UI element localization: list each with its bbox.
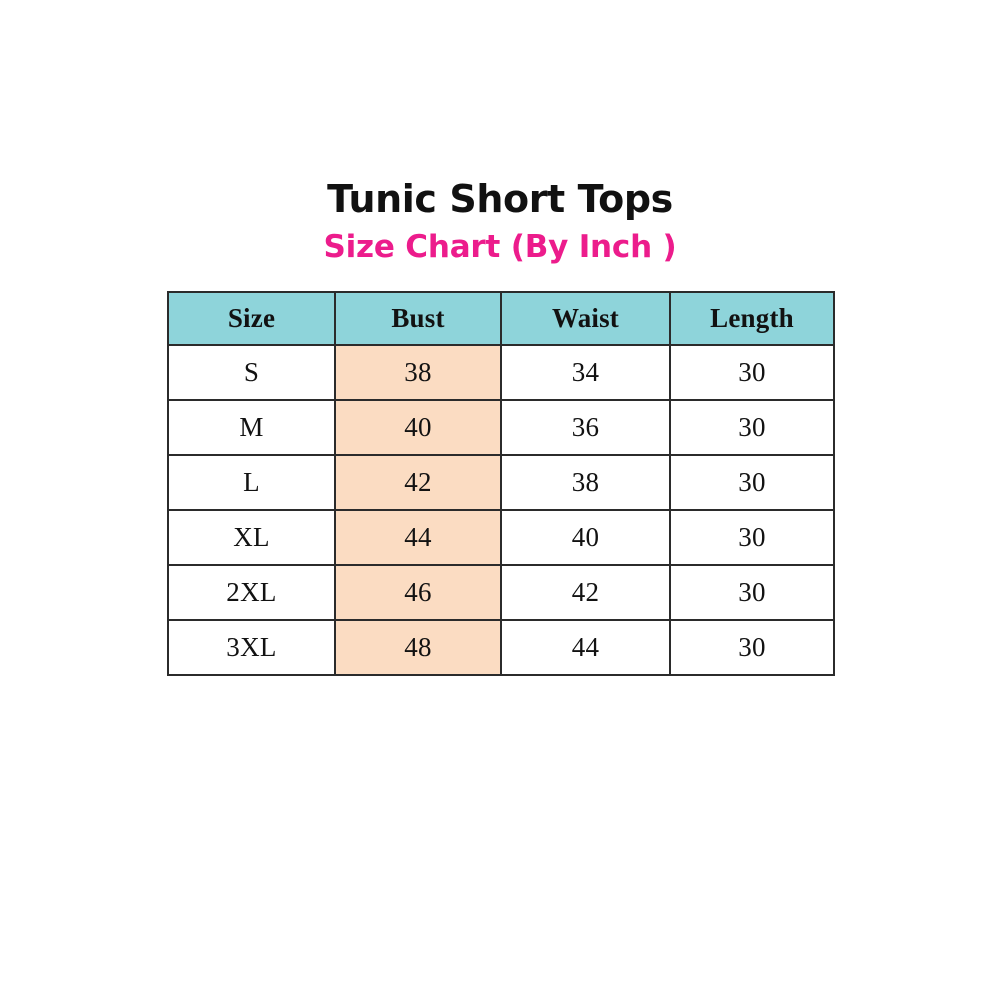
size-table-container: Size Bust Waist Length S 38 34 30 M 40 3… <box>167 291 835 676</box>
cell-length: 30 <box>669 619 835 676</box>
table-header: Size Bust Waist Length <box>167 291 835 346</box>
table-row: L 42 38 30 <box>167 454 835 511</box>
size-chart-table: Size Bust Waist Length S 38 34 30 M 40 3… <box>167 291 835 676</box>
cell-size: S <box>167 344 336 401</box>
column-header-bust: Bust <box>334 291 502 346</box>
cell-size: M <box>167 399 336 456</box>
cell-bust: 40 <box>334 399 502 456</box>
column-header-size: Size <box>167 291 336 346</box>
cell-length: 30 <box>669 454 835 511</box>
cell-length: 30 <box>669 509 835 566</box>
table-row: 3XL 48 44 30 <box>167 619 835 676</box>
cell-length: 30 <box>669 564 835 621</box>
cell-bust: 38 <box>334 344 502 401</box>
table-row: XL 44 40 30 <box>167 509 835 566</box>
cell-waist: 44 <box>500 619 671 676</box>
cell-size: 2XL <box>167 564 336 621</box>
cell-bust: 44 <box>334 509 502 566</box>
cell-waist: 40 <box>500 509 671 566</box>
cell-waist: 38 <box>500 454 671 511</box>
cell-waist: 36 <box>500 399 671 456</box>
table-row: M 40 36 30 <box>167 399 835 456</box>
table-header-row: Size Bust Waist Length <box>167 291 835 346</box>
cell-length: 30 <box>669 344 835 401</box>
cell-bust: 48 <box>334 619 502 676</box>
cell-size: 3XL <box>167 619 336 676</box>
cell-size: L <box>167 454 336 511</box>
table-row: 2XL 46 42 30 <box>167 564 835 621</box>
title-block: Tunic Short Tops Size Chart (By Inch ) <box>0 176 1000 266</box>
column-header-waist: Waist <box>500 291 671 346</box>
cell-bust: 46 <box>334 564 502 621</box>
table-body: S 38 34 30 M 40 36 30 L 42 38 30 <box>167 344 835 676</box>
page-subtitle: Size Chart (By Inch ) <box>323 229 677 265</box>
page-title: Tunic Short Tops <box>327 177 673 221</box>
cell-bust: 42 <box>334 454 502 511</box>
column-header-length: Length <box>669 291 835 346</box>
table-row: S 38 34 30 <box>167 344 835 401</box>
cell-waist: 34 <box>500 344 671 401</box>
cell-waist: 42 <box>500 564 671 621</box>
cell-length: 30 <box>669 399 835 456</box>
cell-size: XL <box>167 509 336 566</box>
